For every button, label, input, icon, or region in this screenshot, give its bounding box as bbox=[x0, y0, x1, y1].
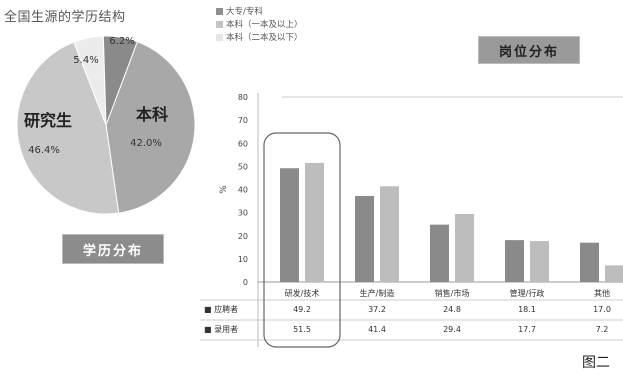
bar bbox=[605, 265, 623, 282]
table-cell: 29.4 bbox=[443, 325, 461, 334]
table-cell: 17.7 bbox=[518, 325, 536, 334]
legend: 大专/专科 本科（一本及以上） 本科（二本及以下） bbox=[216, 6, 303, 45]
y-tick-label: 50 bbox=[238, 162, 248, 171]
table-cell: 18.1 bbox=[518, 305, 536, 314]
category-label: 销售/市场 bbox=[435, 288, 470, 298]
y-tick-label: 80 bbox=[238, 93, 248, 102]
legend-item: 本科（一本及以上） bbox=[216, 19, 303, 32]
bar bbox=[505, 240, 524, 282]
legend-swatch bbox=[216, 8, 223, 15]
bar bbox=[455, 214, 474, 282]
table-cell: 17.0 bbox=[593, 305, 611, 314]
y-axis-label: % bbox=[219, 185, 229, 194]
legend-swatch bbox=[216, 34, 223, 41]
legend-item: 本科（二本及以下） bbox=[216, 32, 303, 45]
bar-chart-title-box: 岗位分布 bbox=[478, 36, 580, 64]
bar bbox=[430, 224, 449, 282]
pie-slice bbox=[16, 41, 120, 215]
pie-value-label: 6.2% bbox=[109, 36, 134, 47]
y-tick-label: 70 bbox=[238, 116, 248, 125]
bar bbox=[380, 186, 399, 282]
bar bbox=[355, 195, 374, 282]
table-cell: 37.2 bbox=[368, 305, 386, 314]
highlight-frame bbox=[263, 132, 341, 348]
y-tick-label: 60 bbox=[238, 139, 248, 148]
bar bbox=[580, 242, 599, 282]
table-cell: 49.2 bbox=[293, 305, 311, 314]
category-label: 管理/行政 bbox=[510, 288, 545, 298]
legend-label: 本科（二本及以下） bbox=[226, 33, 303, 43]
pie-slice bbox=[105, 41, 196, 214]
figure-label: 图二 bbox=[582, 355, 610, 371]
pie-value-label: 5.4% bbox=[73, 55, 98, 66]
table-cell: 24.8 bbox=[443, 305, 461, 314]
pie-chart-label-box: 学历分布 bbox=[62, 234, 164, 264]
y-tick-label: 40 bbox=[238, 186, 248, 195]
pie-value-label: 46.4% bbox=[28, 145, 60, 156]
pie-slice bbox=[102, 35, 138, 126]
bar-chart: 0 10 20 30 40 50 60 70 80% 研发/技术 生产/制造 销售/市场 管理/行政 其… bbox=[200, 93, 623, 348]
legend-swatch bbox=[216, 21, 223, 28]
y-tick-label: 20 bbox=[238, 232, 248, 241]
pie-slice-label: 本科 bbox=[136, 105, 168, 124]
pie-value-label: 42.0% bbox=[130, 138, 162, 149]
pie-title: 全国生源的学历结构 bbox=[4, 10, 126, 25]
pie-chart: 本科 42.0% 研究生 46.4% 5.4% 6.2% bbox=[16, 35, 196, 215]
y-tick-label: 10 bbox=[238, 255, 248, 264]
legend-label: 本科（一本及以上） bbox=[226, 20, 303, 30]
bar bbox=[305, 162, 324, 282]
bar bbox=[280, 168, 299, 282]
category-label: 其他 bbox=[594, 288, 610, 298]
table-row-label: ■ 录用者 bbox=[204, 325, 238, 334]
y-tick-label: 0 bbox=[243, 278, 248, 287]
table-cell: 7.2 bbox=[596, 325, 609, 334]
table-row-label: ■ 应聘者 bbox=[204, 304, 238, 314]
table-cell: 51.5 bbox=[293, 325, 311, 334]
table-cell: 41.4 bbox=[368, 325, 386, 334]
category-label: 研发/技术 bbox=[285, 288, 320, 298]
legend-item: 大专/专科 bbox=[216, 6, 303, 19]
legend-label: 大专/专科 bbox=[226, 7, 263, 17]
y-tick-label: 30 bbox=[238, 209, 248, 218]
bar bbox=[530, 241, 549, 282]
category-label: 生产/制造 bbox=[360, 288, 395, 298]
pie-slice-label: 研究生 bbox=[24, 111, 72, 130]
